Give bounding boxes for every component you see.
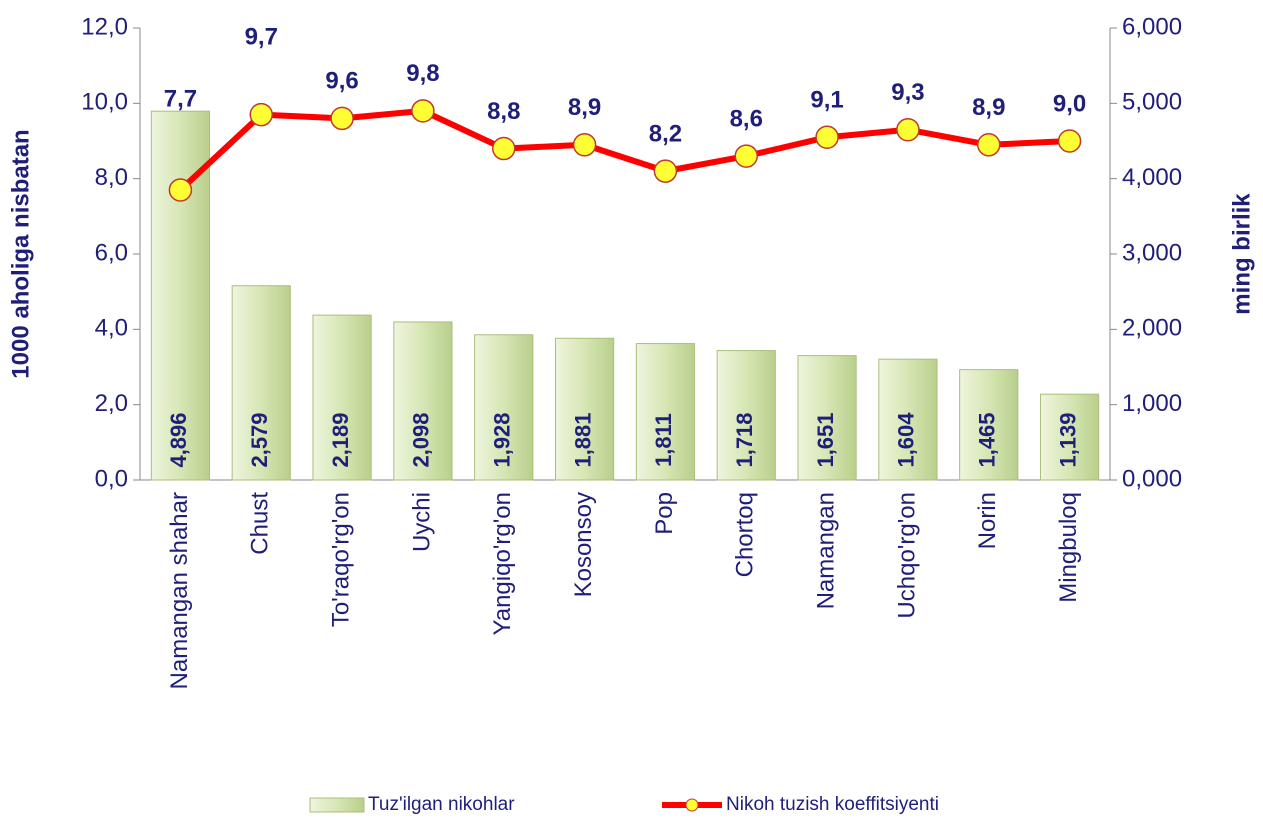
line (178, 107, 1070, 193)
line-marker (492, 136, 516, 161)
legend-swatch (309, 797, 365, 813)
bar (878, 358, 938, 481)
bar (1039, 393, 1100, 481)
y2-tick-label: 6,000 (1122, 13, 1182, 40)
y2-axis-title: ming birlik (1228, 193, 1255, 315)
x-tick-label: Mingbuloq (1055, 492, 1082, 603)
bar (635, 343, 696, 481)
y-tick-label: 4,0 (95, 315, 128, 342)
line-label: 8,6 (730, 105, 763, 132)
legend-marker (685, 798, 699, 812)
line-label: 9,0 (1053, 90, 1086, 117)
line-marker (330, 106, 354, 131)
x-tick-label: Norin (974, 492, 1001, 549)
bar-label: 1,604 (894, 412, 919, 468)
line-label: 9,6 (325, 68, 358, 95)
y2-tick-label: 1,000 (1122, 390, 1182, 417)
y-tick-label: 12,0 (81, 13, 128, 40)
line-label: 8,2 (649, 120, 682, 147)
line-marker (249, 102, 273, 127)
x-tick-label: Chortoq (732, 492, 759, 577)
x-tick-label: Namangan (812, 492, 839, 609)
bar (716, 350, 776, 481)
bar-label: 4,896 (166, 412, 191, 467)
line-label: 9,7 (245, 23, 278, 50)
y2-tick-label: 0,000 (1122, 465, 1182, 492)
x-tick-label: To'raqo'rg'on (327, 492, 354, 627)
legend-label: Tuz'ilgan nikohlar (368, 794, 515, 815)
bar-label: 1,928 (490, 412, 515, 467)
y-tick-label: 10,0 (81, 89, 128, 116)
bar-label: 1,139 (1055, 412, 1080, 467)
line-marker (653, 159, 678, 183)
line-label: 9,8 (406, 60, 439, 87)
line-marker (896, 117, 920, 142)
bar-label: 1,718 (732, 412, 757, 467)
x-tick-label: Pop (651, 492, 678, 535)
x-tick-label: Namangan shahar (166, 492, 193, 689)
y2-tick-label: 4,000 (1122, 164, 1182, 191)
bar (959, 369, 1019, 481)
y2-tick-label: 2,000 (1122, 315, 1182, 342)
bar-label: 1,465 (975, 412, 1000, 467)
bar (797, 355, 857, 481)
line-label: 8,8 (487, 98, 520, 125)
bar (312, 314, 372, 481)
line-label: 8,9 (972, 94, 1005, 121)
y-tick-label: 0,0 (95, 465, 128, 492)
x-tick-label: Kosonsoy (570, 492, 597, 597)
y-tick-label: 2,0 (95, 390, 128, 417)
bar (474, 334, 534, 481)
y2-tick-label: 3,000 (1122, 239, 1182, 266)
bar-label: 2,579 (247, 412, 272, 467)
bar (554, 337, 615, 481)
line-marker (1057, 129, 1082, 153)
bar-label: 1,651 (813, 412, 838, 467)
x-tick-label: Yangiqo'rg'on (489, 492, 516, 636)
line-marker (977, 133, 1001, 157)
bar (393, 321, 453, 481)
bar-label: 2,098 (409, 412, 434, 467)
line-marker (572, 133, 597, 157)
line-label: 9,3 (891, 79, 924, 106)
x-tick-label: Uychi (408, 492, 435, 552)
bar-label: 1,811 (651, 413, 676, 467)
bar-label: 2,189 (328, 412, 353, 467)
bar (231, 285, 291, 481)
line-label: 9,1 (810, 87, 843, 114)
line-marker (168, 178, 193, 202)
bar-label: 1,881 (570, 412, 595, 467)
y-tick-label: 6,0 (95, 239, 128, 266)
line-label: 7,7 (164, 85, 197, 112)
y2-tick-label: 5,000 (1122, 89, 1182, 116)
line-marker (411, 99, 435, 123)
x-tick-label: Uchqo'rg'on (893, 492, 920, 619)
y-axis-title: 1000 aholiga nisbatan (7, 129, 34, 378)
x-tick-label: Chust (247, 492, 274, 555)
legend-label: Nikoh tuzish koeffitsiyenti (726, 794, 939, 815)
y-tick-label: 8,0 (95, 164, 128, 191)
line-marker (815, 125, 839, 149)
line-label: 8,9 (568, 94, 601, 121)
line-marker (734, 144, 758, 168)
